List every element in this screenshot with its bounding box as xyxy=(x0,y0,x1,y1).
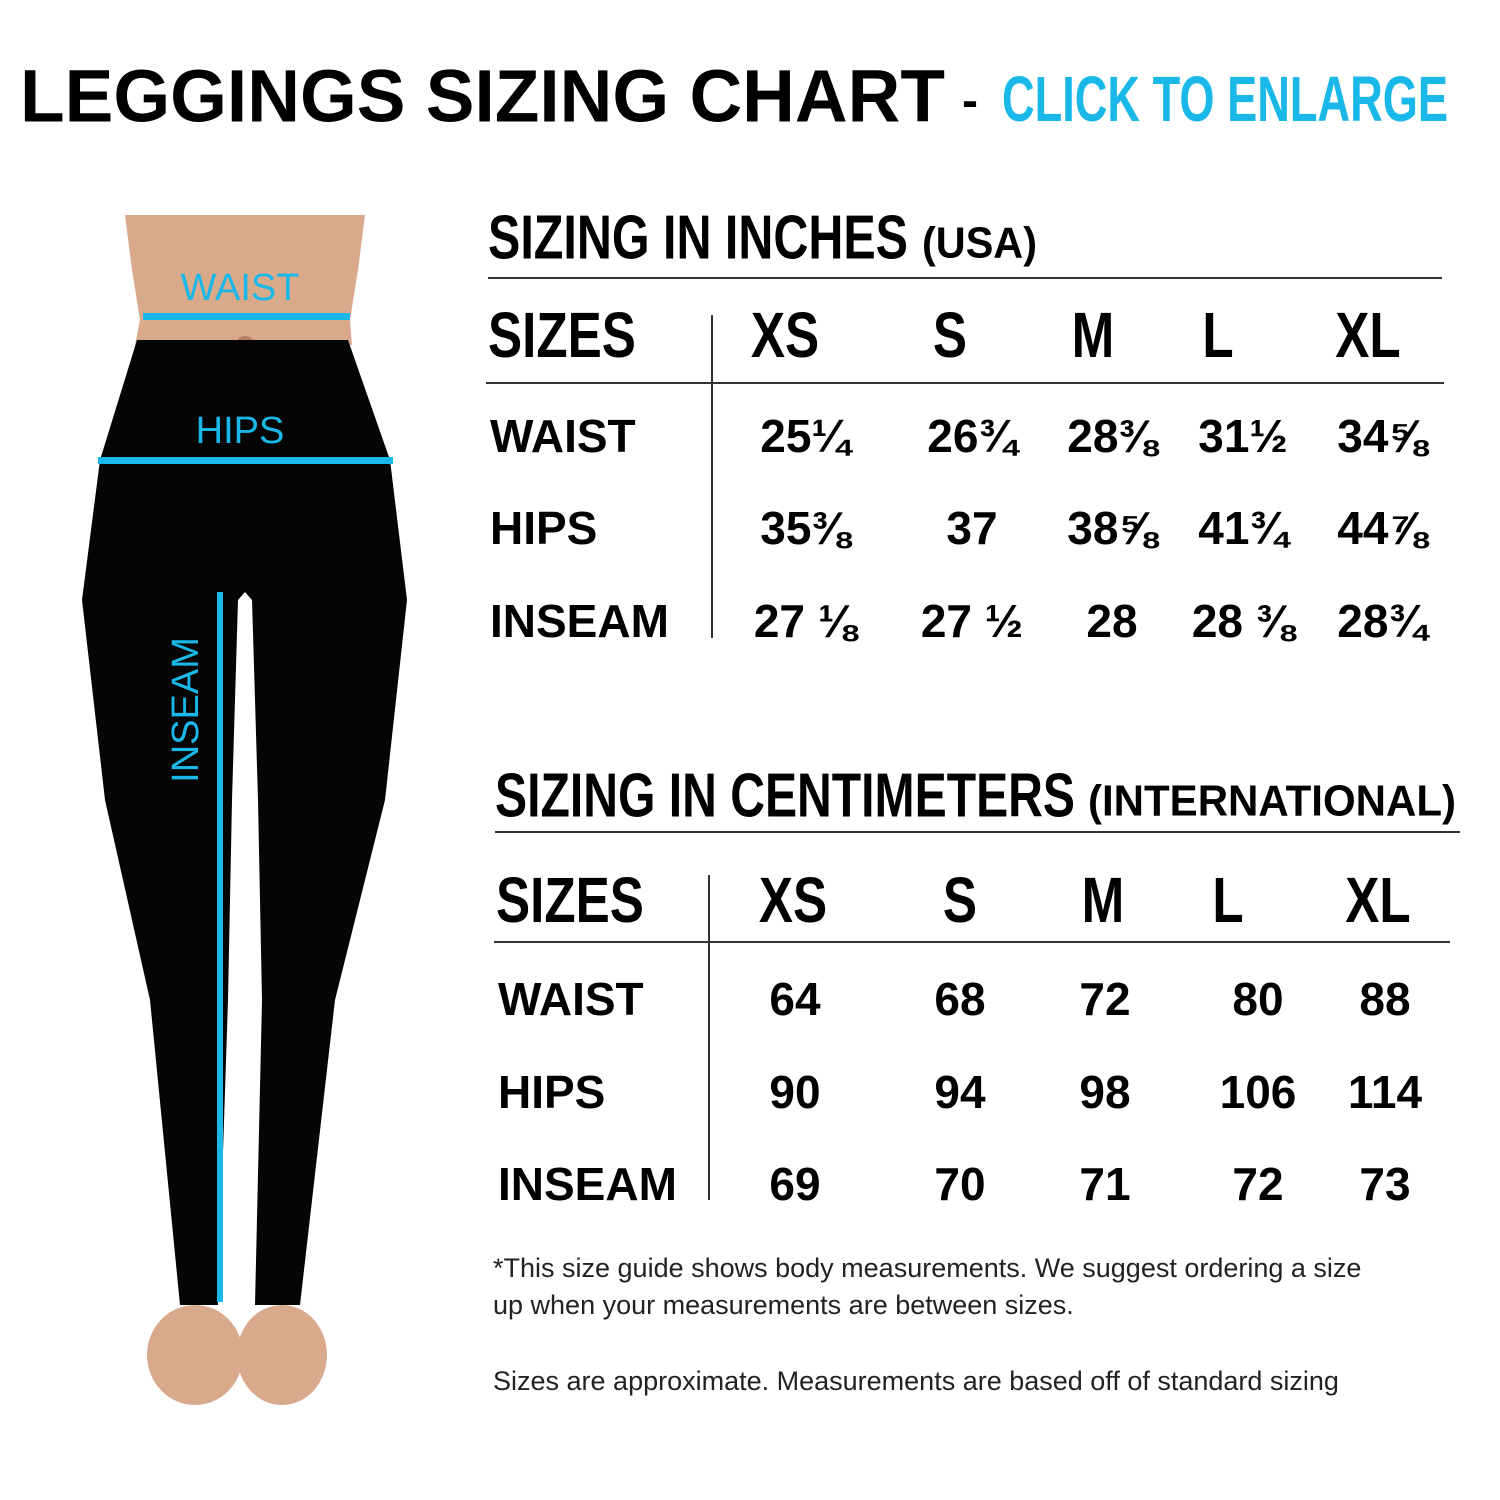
cell-value: 72 xyxy=(1232,1158,1283,1210)
row-label: WAIST xyxy=(490,410,636,462)
waist-line xyxy=(143,313,350,320)
cell-value: 73 xyxy=(1359,1158,1410,1210)
cell-value: 28¾ xyxy=(1337,595,1430,647)
cell-value: 80 xyxy=(1232,973,1283,1025)
cell-value: 26¾ xyxy=(927,410,1020,462)
cell-value: 37 xyxy=(946,502,997,554)
cell-value: 71 xyxy=(1079,1158,1130,1210)
column-header: S xyxy=(933,301,967,372)
column-header: XS xyxy=(751,301,819,372)
row-label: INSEAM xyxy=(498,1158,677,1210)
inseam-line xyxy=(217,592,223,1302)
enlarge-link[interactable]: CLICK TO ENLARGE xyxy=(1002,63,1448,135)
cell-value: 35⅜ xyxy=(760,502,852,554)
torso xyxy=(125,215,365,345)
cell-value: 114 xyxy=(1348,1066,1423,1118)
hips-line xyxy=(98,457,393,464)
cell-value: 88 xyxy=(1359,973,1410,1025)
cell-value: 70 xyxy=(934,1158,985,1210)
separator: - xyxy=(962,75,978,128)
cell-value: 31½ xyxy=(1198,410,1288,462)
column-header: M xyxy=(1072,301,1115,372)
cell-value: 94 xyxy=(934,1066,986,1118)
cell-value: 69 xyxy=(769,1158,820,1210)
hips-label: HIPS xyxy=(196,410,285,452)
row-label: WAIST xyxy=(498,973,644,1025)
row-label: HIPS xyxy=(490,502,597,554)
column-header: L xyxy=(1202,301,1233,372)
cell-value: 98 xyxy=(1079,1066,1130,1118)
column-header: XL xyxy=(1335,301,1400,372)
table-title: SIZING IN INCHES xyxy=(488,203,908,272)
column-header: M xyxy=(1082,866,1125,937)
cell-value: 34⅝ xyxy=(1337,410,1429,462)
column-header: XS xyxy=(759,866,827,937)
column-header: SIZES xyxy=(488,301,636,372)
cell-value: 106 xyxy=(1220,1066,1297,1118)
column-header: S xyxy=(943,866,977,937)
cell-value: 38⅝ xyxy=(1067,502,1159,554)
inseam-label: INSEAM xyxy=(165,637,207,783)
column-header: SIZES xyxy=(496,866,644,937)
cell-value: 28⅜ xyxy=(1067,410,1159,462)
cell-value: 27 ½ xyxy=(921,595,1023,647)
cell-value: 90 xyxy=(769,1066,820,1118)
leggings-figure: WAIST HIPS INSEAM xyxy=(82,215,407,1405)
table-subtitle: (USA) xyxy=(922,219,1037,268)
note: *This size guide shows body measurements… xyxy=(493,1253,1361,1283)
cell-value: 25¼ xyxy=(760,410,853,462)
cell-value: 64 xyxy=(769,973,821,1025)
row-label: HIPS xyxy=(498,1066,605,1118)
leggings xyxy=(82,340,407,1305)
cell-value: 68 xyxy=(934,973,985,1025)
cell-value: 27 ⅛ xyxy=(754,595,859,647)
table-title: SIZING IN CENTIMETERS xyxy=(495,761,1075,830)
row-label: INSEAM xyxy=(490,595,669,647)
column-header: XL xyxy=(1345,866,1410,937)
cell-value: 28 ⅜ xyxy=(1192,595,1297,647)
left-foot xyxy=(147,1305,243,1405)
cell-value: 72 xyxy=(1079,973,1130,1025)
note: up when your measurements are between si… xyxy=(493,1290,1074,1320)
cell-value: 28 xyxy=(1086,595,1137,647)
cell-value: 44⅞ xyxy=(1337,502,1429,554)
column-header: L xyxy=(1212,866,1243,937)
waist-label: WAIST xyxy=(181,267,300,309)
right-foot xyxy=(237,1305,327,1405)
page-title: LEGGINGS SIZING CHART xyxy=(20,55,945,138)
cell-value: 41¾ xyxy=(1198,502,1291,554)
table-subtitle: (INTERNATIONAL) xyxy=(1088,777,1456,826)
note: Sizes are approximate. Measurements are … xyxy=(493,1366,1339,1396)
